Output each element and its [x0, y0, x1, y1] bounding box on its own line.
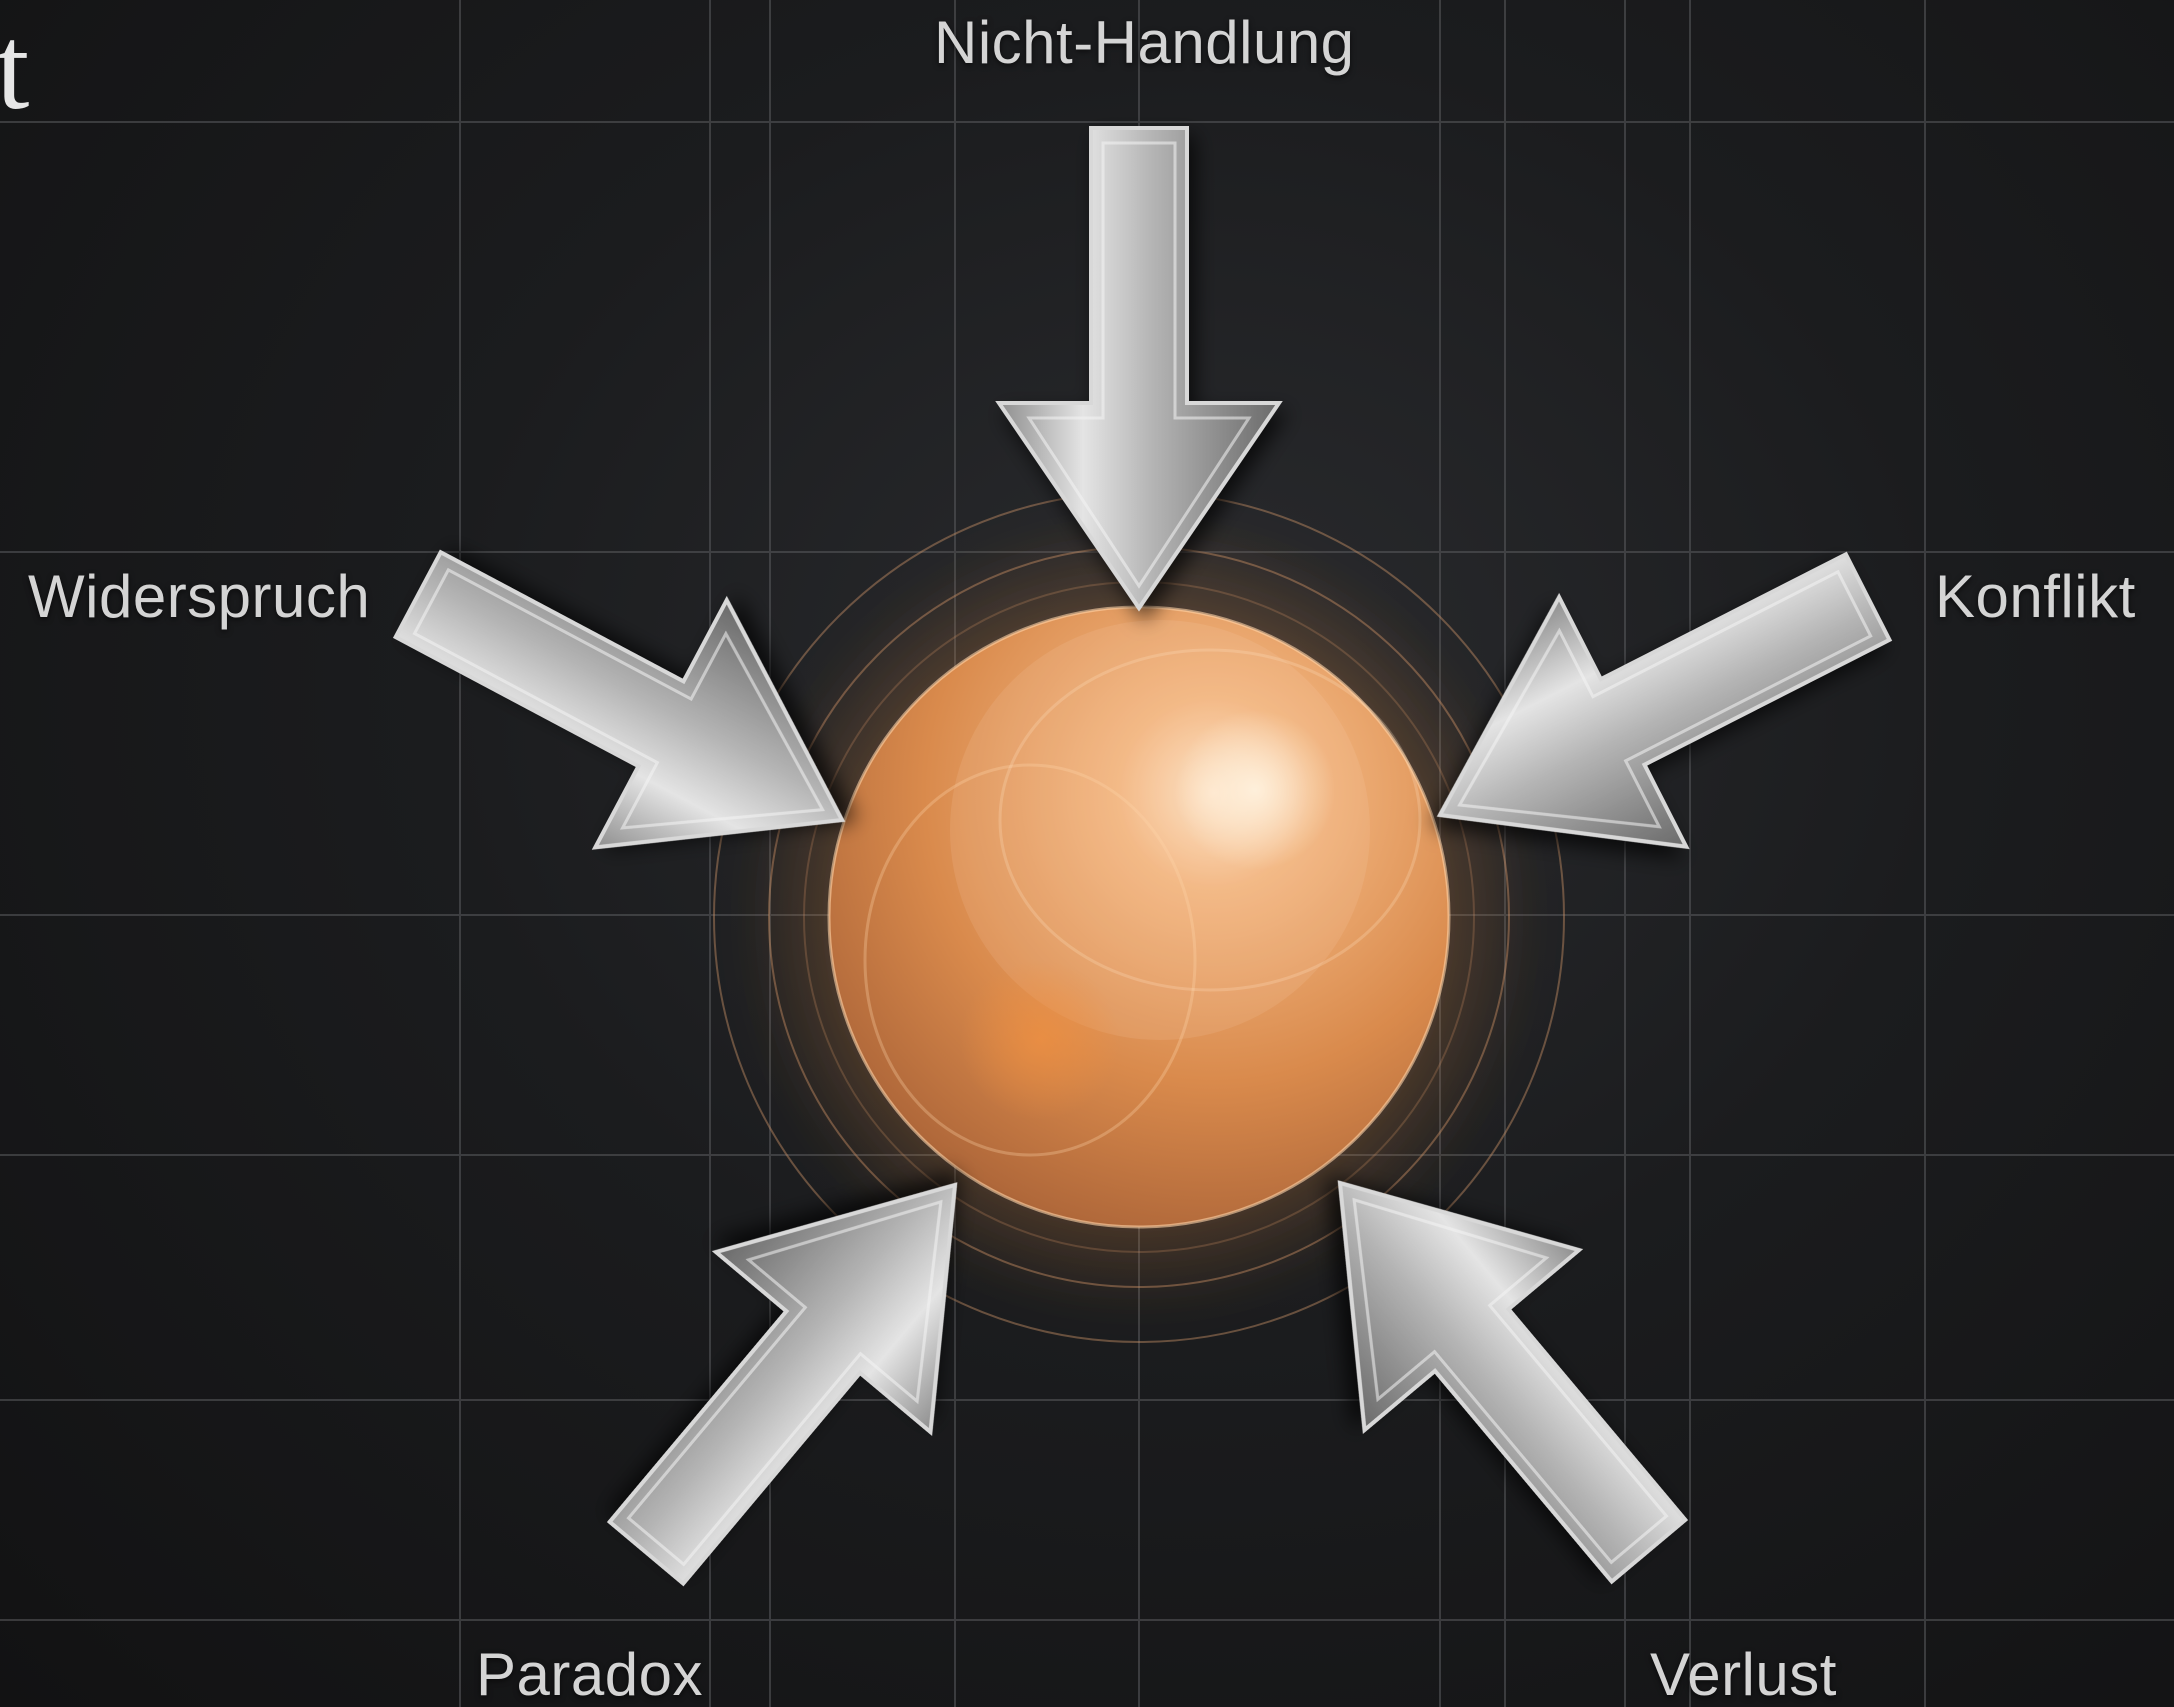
nicht-handlung-arrow-bevel [1026, 141, 1252, 589]
arrow-down-right-icon [392, 549, 846, 850]
verlust-arrow-bevel [1352, 1197, 1669, 1565]
glowing-orb-icon [827, 605, 1451, 1229]
arrow-up-right-icon [606, 1182, 958, 1587]
verlust-arrow-body [1337, 1180, 1689, 1585]
paradox-arrow-bevel [626, 1199, 943, 1567]
widerspruch-arrow-body [392, 549, 846, 850]
arrow-down-icon [995, 126, 1283, 612]
label-widerspruch: Widerspruch [28, 563, 371, 630]
label-paradox: Paradox [476, 1641, 703, 1707]
konflikt-arrow-body [1436, 551, 1893, 850]
corner-text: t [0, 1, 30, 134]
konflikt-arrow-bevel [1457, 569, 1873, 829]
label-konflikt: Konflikt [1935, 563, 2136, 630]
nicht-handlung-arrow-body [995, 126, 1283, 612]
paradox-arrow-body [606, 1182, 958, 1587]
arrows [392, 126, 1893, 1587]
widerspruch-arrow-bevel [412, 567, 825, 830]
label-nicht-handlung: Nicht-Handlung [934, 9, 1355, 76]
arrow-up-left-icon [1337, 1180, 1689, 1585]
label-verlust: Verlust [1650, 1641, 1837, 1707]
arrow-down-left-icon [1436, 551, 1893, 850]
